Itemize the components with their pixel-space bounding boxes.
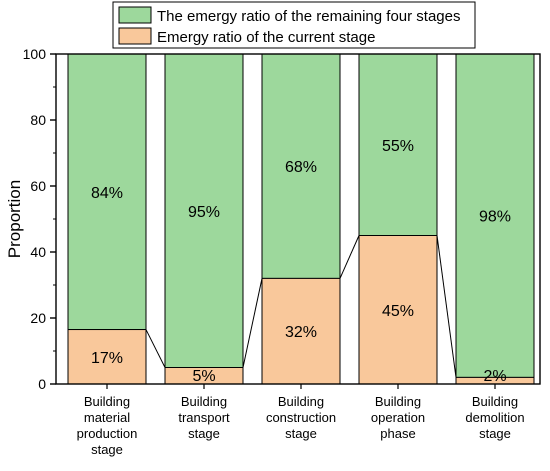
x-tick-label-line: stage <box>285 426 317 441</box>
bar-current-stage <box>67 329 147 385</box>
x-tick-label-line: Building <box>278 394 324 409</box>
data-label-current: 2% <box>483 368 506 385</box>
x-tick-label-line: stage <box>91 442 123 457</box>
x-tick-label-line: stage <box>479 426 511 441</box>
plot-area: 84% 17% 95% 5% 68% 32% 55% 45% 98% 2% <box>67 53 535 385</box>
y-tick-label: 40 <box>30 244 46 260</box>
y-tick-label: 20 <box>30 310 46 326</box>
data-label-current: 5% <box>192 368 215 385</box>
x-tick-label-line: production <box>77 426 138 441</box>
bar-remaining-stages <box>67 53 147 331</box>
connector-line <box>242 278 263 368</box>
data-label-current: 45% <box>382 303 414 320</box>
x-tick-label-line: Building <box>472 394 518 409</box>
x-tick-label: Building material production stage <box>77 394 138 457</box>
connector-line <box>339 235 360 279</box>
x-tick-label: Building transport stage <box>178 394 230 441</box>
data-label-current: 17% <box>91 350 123 367</box>
y-tick-label: 100 <box>23 46 47 62</box>
bar-remaining-stages <box>455 53 535 378</box>
x-tick-label-line: operation <box>371 410 425 425</box>
x-tick-label-line: demolition <box>465 410 524 425</box>
legend-box <box>112 1 476 49</box>
legend: The emergy ratio of the remaining four s… <box>112 1 476 49</box>
bar-remaining-stages <box>358 53 438 236</box>
data-label-remaining: 84% <box>91 185 123 202</box>
y-tick-label: 60 <box>30 178 46 194</box>
data-label-remaining: 55% <box>382 138 414 155</box>
x-tick-label-line: stage <box>188 426 220 441</box>
x-tick-label-line: Building <box>84 394 130 409</box>
y-axis-label: Proportion <box>5 180 24 258</box>
y-tick-label: 80 <box>30 112 46 128</box>
data-label-remaining: 68% <box>285 159 317 176</box>
x-tick-label: Building demolition stage <box>465 394 524 441</box>
legend-label: Emergy ratio of the current stage <box>157 29 375 46</box>
x-tick-label-line: Building <box>181 394 227 409</box>
y-tick-label: 0 <box>38 376 46 392</box>
data-label-remaining: 98% <box>479 209 511 226</box>
x-tick-label-line: phase <box>380 426 415 441</box>
connector-line <box>436 235 457 378</box>
x-tick-label: Building operation phase <box>371 394 425 441</box>
data-label-current: 32% <box>285 324 317 341</box>
legend-label: The emergy ratio of the remaining four s… <box>157 8 461 25</box>
legend-swatch <box>118 6 152 24</box>
x-tick-label: Building construction stage <box>266 394 336 441</box>
x-tick-label-line: material <box>84 410 130 425</box>
connector-line <box>145 329 166 368</box>
x-tick-label-line: Building <box>375 394 421 409</box>
bar-remaining-stages <box>164 53 244 368</box>
bar-current-stage <box>358 235 438 385</box>
x-tick-label-line: construction <box>266 410 336 425</box>
legend-swatch <box>118 27 152 45</box>
x-tick-label-line: transport <box>178 410 230 425</box>
data-label-remaining: 95% <box>188 204 220 221</box>
